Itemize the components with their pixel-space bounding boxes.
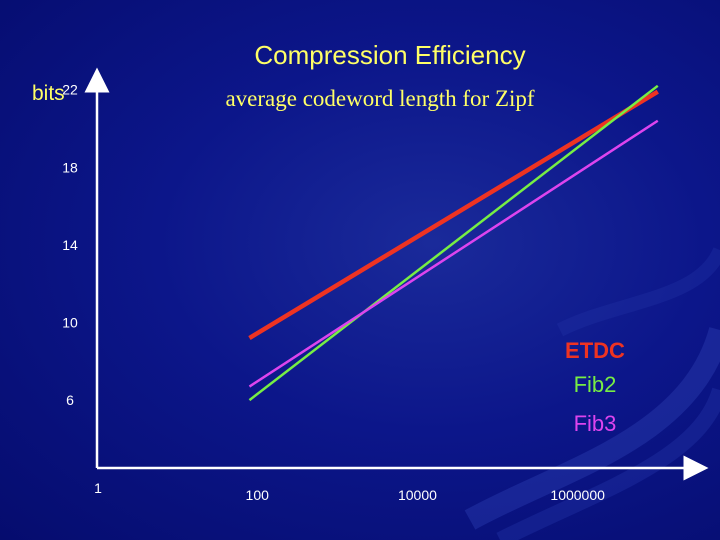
y-tick-label: 14 xyxy=(62,237,78,253)
x-tick-label: 1000000 xyxy=(550,487,605,503)
y-axis-unit-label: bits xyxy=(32,82,65,105)
y-tick-label: 18 xyxy=(62,159,78,175)
legend-entry-fib3: Fib3 xyxy=(573,411,617,436)
y-tick-label: 10 xyxy=(62,315,78,331)
chart-title: Compression Efficiency xyxy=(254,40,526,70)
y-tick-label: 6 xyxy=(66,392,74,408)
x-tick-label: 100 xyxy=(246,487,270,503)
x-tick-label: 10000 xyxy=(398,487,437,503)
series-line-etdc xyxy=(248,89,659,340)
legend-entry-etdc: ETDC xyxy=(565,338,625,363)
series-line-fib2 xyxy=(248,84,659,402)
chart-subtitle: average codeword length for Zipf xyxy=(225,86,535,111)
x-tick-label: 1 xyxy=(94,480,102,496)
legend-entry-fib2: Fib2 xyxy=(573,372,617,397)
y-tick-label: 22 xyxy=(62,82,78,98)
series-line-fib3 xyxy=(248,119,659,388)
